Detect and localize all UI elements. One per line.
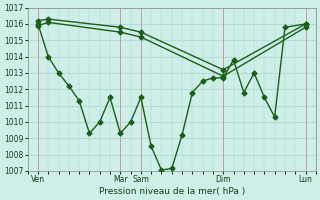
X-axis label: Pression niveau de la mer( hPa ): Pression niveau de la mer( hPa ): [99, 187, 245, 196]
